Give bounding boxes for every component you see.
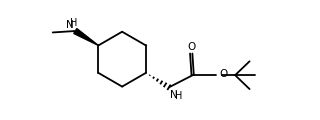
Text: N: N <box>170 90 177 100</box>
Text: O: O <box>219 69 228 79</box>
Text: O: O <box>187 42 195 51</box>
Text: N: N <box>66 20 74 30</box>
Polygon shape <box>74 29 98 45</box>
Text: H: H <box>70 18 78 27</box>
Text: H: H <box>175 91 182 101</box>
